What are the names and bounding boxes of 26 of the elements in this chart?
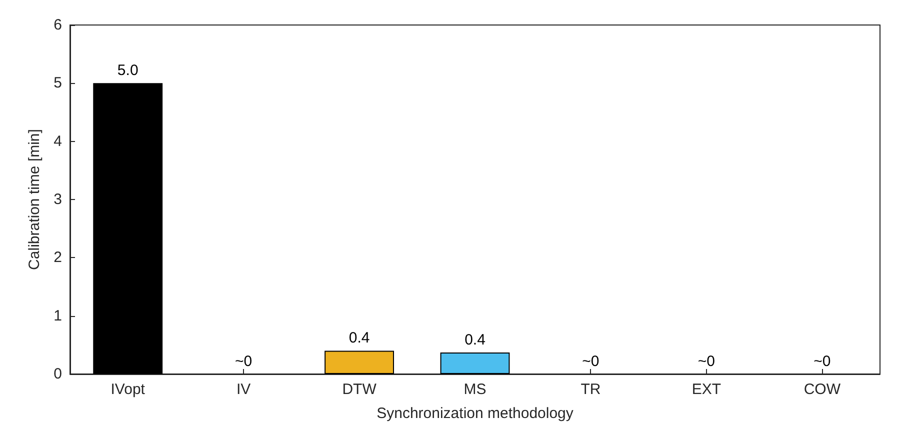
x-tick-label: IV <box>236 381 251 398</box>
bar <box>324 350 394 374</box>
y-tick-label: 3 <box>54 191 62 208</box>
x-axis-title: Synchronization methodology <box>376 405 574 422</box>
y-tick-label: 5 <box>54 74 62 92</box>
x-tick-label: EXT <box>692 381 722 398</box>
y-tick-label: 6 <box>54 16 62 34</box>
data-label: ~0 <box>235 353 252 370</box>
data-label: ~0 <box>582 353 600 370</box>
x-tick-label: IVopt <box>110 381 146 398</box>
data-label: ~0 <box>814 353 831 370</box>
y-tick-label: 0 <box>54 366 62 382</box>
data-label: 5.0 <box>117 62 138 80</box>
y-tick-label: 1 <box>54 307 62 324</box>
data-label: 0.4 <box>348 330 370 347</box>
x-tick-label: COW <box>804 381 842 398</box>
data-label: 0.4 <box>464 331 486 348</box>
y-tick-label: 4 <box>54 132 62 150</box>
bar <box>93 83 163 374</box>
data-label: ~0 <box>698 353 715 370</box>
bar <box>440 352 510 374</box>
y-tick-label: 2 <box>54 249 62 266</box>
x-tick-label: MS <box>464 381 486 398</box>
x-tick-label: DTW <box>342 381 378 398</box>
y-axis-title: Calibration time [min] <box>26 129 43 270</box>
x-tick-label: TR <box>580 381 601 398</box>
